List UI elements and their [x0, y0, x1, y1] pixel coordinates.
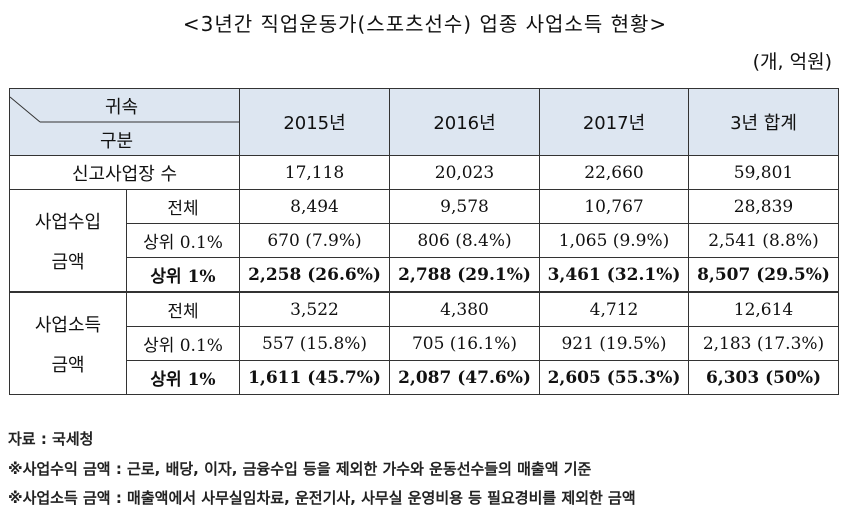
row-label: 상위 1%	[126, 257, 240, 293]
table-cell: 3,522	[239, 291, 390, 327]
row-label: 전체	[126, 291, 240, 327]
table-row: 상위 0.1% 557 (15.8%) 705 (16.1%) 921 (19.…	[10, 326, 839, 361]
table-row: 사업소득 금액 전체 3,522 4,380 4,712 12,614	[9, 291, 839, 395]
corner-top-label: 귀속	[105, 97, 139, 118]
group-label-revenue: 사업수입 금액	[9, 189, 127, 293]
table-cell: 2,788 (29.1%)	[389, 257, 540, 293]
table-cell: 6,303 (50%)	[688, 360, 839, 395]
table-cell: 20,023	[389, 155, 540, 190]
table-cell: 2,258 (26.6%)	[239, 257, 390, 293]
table-cell: 10,767	[539, 189, 689, 224]
table-cell: 2,183 (17.3%)	[688, 326, 839, 361]
footnote-income: ※사업소득 금액 : 매출액에서 사무실임차료, 운전기사, 사무실 운영비용 …	[8, 489, 636, 507]
table-cell: 921 (19.5%)	[539, 326, 689, 361]
table-cell: 2,605 (55.3%)	[539, 360, 689, 395]
table-cell: 9,578	[389, 189, 540, 224]
column-header: 2016년	[389, 88, 540, 156]
table-cell: 670 (7.9%)	[239, 223, 390, 258]
row-label: 신고사업장 수	[9, 155, 240, 190]
table-row: 사업수입 금액 전체 8,494 9,578 10,767 28,839	[9, 189, 839, 293]
corner-diagonal	[10, 96, 239, 123]
group-label-line: 사업수입	[34, 211, 102, 233]
group-label-income: 사업소득 금액	[9, 291, 127, 395]
table-cell: 8,494	[239, 189, 390, 224]
row-label: 상위 0.1%	[126, 326, 240, 361]
row-label: 상위 0.1%	[126, 223, 240, 258]
column-header: 2017년	[539, 88, 689, 156]
table-cell: 8,507 (29.5%)	[688, 257, 839, 293]
table-cell: 1,065 (9.9%)	[539, 223, 689, 258]
table-row: 상위 1% 1,611 (45.7%) 2,087 (47.6%) 2,605 …	[10, 360, 839, 395]
table-cell: 705 (16.1%)	[389, 326, 540, 361]
table-cell: 3,461 (32.1%)	[539, 257, 689, 293]
table-row: 신고사업장 수 17,118 20,023 22,660 59,801	[9, 155, 839, 190]
row-label: 전체	[126, 189, 240, 224]
corner-cell: 귀속 구분	[9, 88, 240, 156]
unit-label: (개, 억원)	[752, 51, 832, 73]
footnote-revenue: ※사업수익 금액 : 근로, 배당, 이자, 금융수입 등을 제외한 가수와 운…	[8, 460, 592, 478]
page-title: <3년간 직업운동가(스포츠선수) 업종 사업소득 현황>	[182, 12, 668, 36]
table-cell: 12,614	[688, 291, 839, 327]
table-cell: 557 (15.8%)	[239, 326, 390, 361]
table-cell: 59,801	[688, 155, 839, 190]
table-row: 상위 0.1% 670 (7.9%) 806 (8.4%) 1,065 (9.9…	[10, 223, 839, 258]
column-header: 3년 합계	[688, 88, 839, 156]
column-header: 2015년	[239, 88, 390, 156]
table-cell: 17,118	[239, 155, 390, 190]
row-label: 상위 1%	[126, 360, 240, 395]
table-row: 상위 1% 2,258 (26.6%) 2,788 (29.1%) 3,461 …	[10, 257, 839, 293]
table-cell: 28,839	[688, 189, 839, 224]
table-cell: 4,712	[539, 291, 689, 327]
income-table: 귀속 구분 2015년 2016년 2017년 3년 합계 신고사업장 수 17…	[9, 88, 839, 395]
group-label-line: 금액	[51, 354, 85, 376]
table-cell: 2,087 (47.6%)	[389, 360, 540, 395]
corner-bottom-label: 구분	[100, 131, 134, 152]
table-header-row: 귀속 구분 2015년 2016년 2017년 3년 합계	[9, 88, 839, 156]
source-note: 자료 : 국세청	[8, 430, 94, 448]
group-label-line: 금액	[51, 251, 85, 273]
group-label-line: 사업소득	[34, 314, 102, 336]
table-cell: 2,541 (8.8%)	[688, 223, 839, 258]
table-cell: 22,660	[539, 155, 689, 190]
table-cell: 806 (8.4%)	[389, 223, 540, 258]
table-cell: 1,611 (45.7%)	[239, 360, 390, 395]
table-cell: 4,380	[389, 291, 540, 327]
